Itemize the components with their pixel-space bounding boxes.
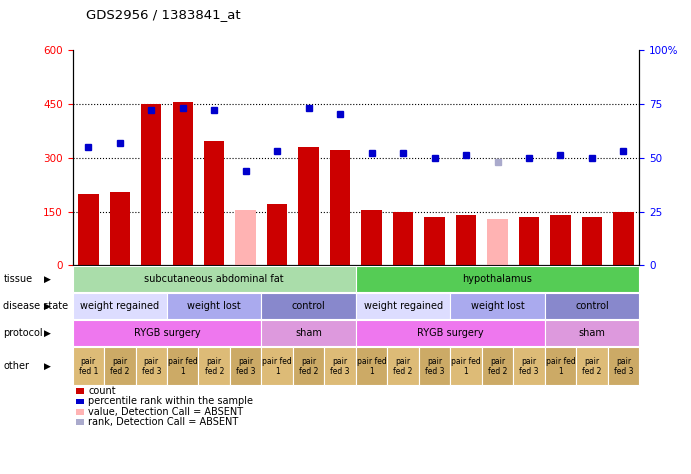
Text: pair
fed 2: pair fed 2 [393,357,413,376]
Text: percentile rank within the sample: percentile rank within the sample [88,396,254,407]
Bar [582,217,602,265]
Bar [424,217,445,265]
Text: subcutaneous abdominal fat: subcutaneous abdominal fat [144,274,284,284]
Text: pair
fed 1: pair fed 1 [79,357,98,376]
Text: pair
fed 2: pair fed 2 [488,357,507,376]
Bar [550,215,571,265]
Bar [361,210,382,265]
Text: sham: sham [578,328,605,338]
Text: value, Detection Call = ABSENT: value, Detection Call = ABSENT [88,407,243,417]
Bar [330,150,350,265]
Text: tissue: tissue [3,274,32,284]
Bar [393,211,413,265]
Text: weight regained: weight regained [363,301,443,311]
Text: pair fed
1: pair fed 1 [263,357,292,376]
Text: pair
fed 2: pair fed 2 [583,357,602,376]
Bar [173,102,193,265]
Text: rank, Detection Call = ABSENT: rank, Detection Call = ABSENT [88,417,238,428]
Text: pair
fed 3: pair fed 3 [519,357,539,376]
Bar [236,210,256,265]
Text: weight regained: weight regained [80,301,160,311]
Bar [267,204,287,265]
Bar [613,211,634,265]
Bar [456,215,476,265]
Text: ▶: ▶ [44,329,50,338]
Text: pair
fed 3: pair fed 3 [614,357,633,376]
Bar [110,192,130,265]
Text: pair
fed 3: pair fed 3 [425,357,444,376]
Text: count: count [88,386,116,396]
Text: hypothalamus: hypothalamus [462,274,533,284]
Text: pair fed
1: pair fed 1 [546,357,576,376]
Text: pair
fed 2: pair fed 2 [205,357,224,376]
Text: disease state: disease state [3,301,68,311]
Bar [299,147,319,265]
Text: control: control [292,301,325,311]
Text: pair
fed 3: pair fed 3 [142,357,161,376]
Text: ▶: ▶ [44,362,50,371]
Text: other: other [3,361,30,372]
Text: pair fed
1: pair fed 1 [451,357,481,376]
Text: RYGB surgery: RYGB surgery [133,328,200,338]
Text: GDS2956 / 1383841_at: GDS2956 / 1383841_at [86,9,241,21]
Text: pair
fed 2: pair fed 2 [110,357,129,376]
Text: weight lost: weight lost [471,301,524,311]
Bar [141,104,162,265]
Text: sham: sham [295,328,322,338]
Text: pair
fed 3: pair fed 3 [330,357,350,376]
Text: pair
fed 3: pair fed 3 [236,357,256,376]
Text: RYGB surgery: RYGB surgery [417,328,484,338]
Text: ▶: ▶ [44,302,50,311]
Text: pair fed
1: pair fed 1 [168,357,198,376]
Bar [487,219,508,265]
Text: pair
fed 2: pair fed 2 [299,357,319,376]
Text: pair fed
1: pair fed 1 [357,357,386,376]
Bar [78,193,99,265]
Text: protocol: protocol [3,328,43,338]
Bar [204,141,225,265]
Bar [519,217,539,265]
Text: ▶: ▶ [44,275,50,284]
Text: control: control [575,301,609,311]
Text: weight lost: weight lost [187,301,241,311]
